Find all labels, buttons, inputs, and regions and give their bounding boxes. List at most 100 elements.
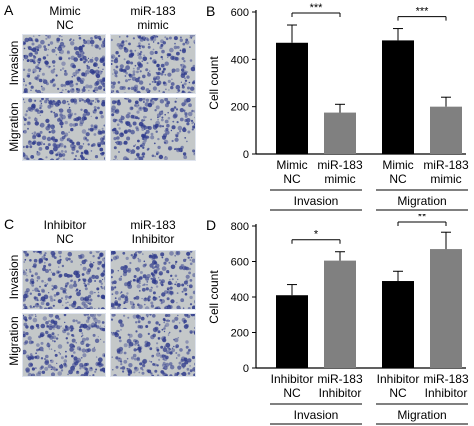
stained-cell [150,304,154,308]
stained-cell [164,141,166,144]
stained-cell [66,259,69,262]
stained-cell [194,362,195,366]
stained-cell [61,99,67,105]
stained-cell [167,314,171,317]
stained-cell [73,283,78,288]
stained-cell [42,267,46,272]
stained-cell [65,307,69,309]
stained-cell [28,82,32,85]
stained-cell [128,78,130,81]
stained-cell [77,158,81,160]
stained-cell [161,116,164,119]
stained-cell [112,159,116,160]
stained-cell [43,254,46,257]
stained-cell [33,265,37,269]
stained-cell [24,113,28,117]
stained-cell [161,266,167,271]
stained-cell [131,76,137,81]
stained-cell [196,268,197,270]
stained-cell [131,305,135,309]
stained-cell [160,118,164,122]
stained-cell [57,118,61,122]
stained-cell [186,75,190,79]
stained-cell [44,366,49,371]
stained-cell [130,114,135,119]
stained-cell [164,375,168,376]
stained-cell [101,271,105,276]
stained-cell [149,263,154,268]
stained-cell [158,352,160,354]
stained-cell [125,40,128,43]
stained-cell [171,125,176,130]
stained-cell [180,150,183,153]
stained-cell [51,325,55,329]
stained-cell [179,130,182,133]
stained-cell [128,345,131,349]
stained-cell [28,362,33,368]
stained-cell [111,91,113,93]
stained-cell [23,41,26,46]
stained-cell [148,43,150,46]
stained-cell [78,46,83,51]
stained-cell [142,101,145,103]
stained-cell [32,71,35,74]
stained-cell [111,356,113,358]
stained-cell [50,137,54,140]
stained-cell [123,58,126,61]
stained-cell [155,352,161,357]
stained-cell [164,325,167,328]
stained-cell [154,36,157,38]
stained-cell [90,367,93,370]
stained-cell [85,132,90,137]
stained-cell [186,140,188,143]
bar [382,40,414,154]
stained-cell [30,356,35,360]
stained-cell [146,161,148,162]
stained-cell [184,103,187,106]
stained-cell [181,90,185,93]
stained-cell [30,89,32,91]
stained-cell [92,100,94,102]
stained-cell [158,154,164,160]
stained-cell [124,75,127,77]
stained-cell [89,290,94,295]
stained-cell [158,358,161,361]
stained-cell [139,325,144,329]
stained-cell [67,251,73,257]
stained-cell [168,320,171,322]
stained-cell [170,264,176,270]
stained-cell [38,290,40,293]
stained-cell [97,362,100,366]
stained-cell [159,279,161,281]
stained-cell [111,128,115,132]
stained-cell [139,107,142,110]
stained-cell [50,124,55,130]
stained-cell [195,160,196,162]
stained-cell [111,258,113,262]
stained-cell [138,347,141,351]
stained-cell [142,364,146,368]
stained-cell [146,148,149,151]
stained-cell [153,280,158,285]
stained-cell [72,64,76,69]
stained-cell [63,134,67,138]
stained-cell [127,369,132,374]
stained-cell [116,43,121,47]
stained-cell [39,332,45,337]
stained-cell [55,144,61,149]
stained-cell [128,73,132,77]
stained-cell [79,326,82,329]
stained-cell [122,307,128,309]
stained-cell [145,129,150,134]
stained-cell [189,303,193,306]
stained-cell [65,350,67,353]
stained-cell [161,110,164,113]
stained-cell [192,64,195,68]
stained-cell [63,158,65,160]
stained-cell [124,297,129,301]
stained-cell [136,128,140,132]
stained-cell [131,92,133,93]
stained-cell [184,360,189,365]
stained-cell [50,368,53,370]
stained-cell [23,152,26,157]
